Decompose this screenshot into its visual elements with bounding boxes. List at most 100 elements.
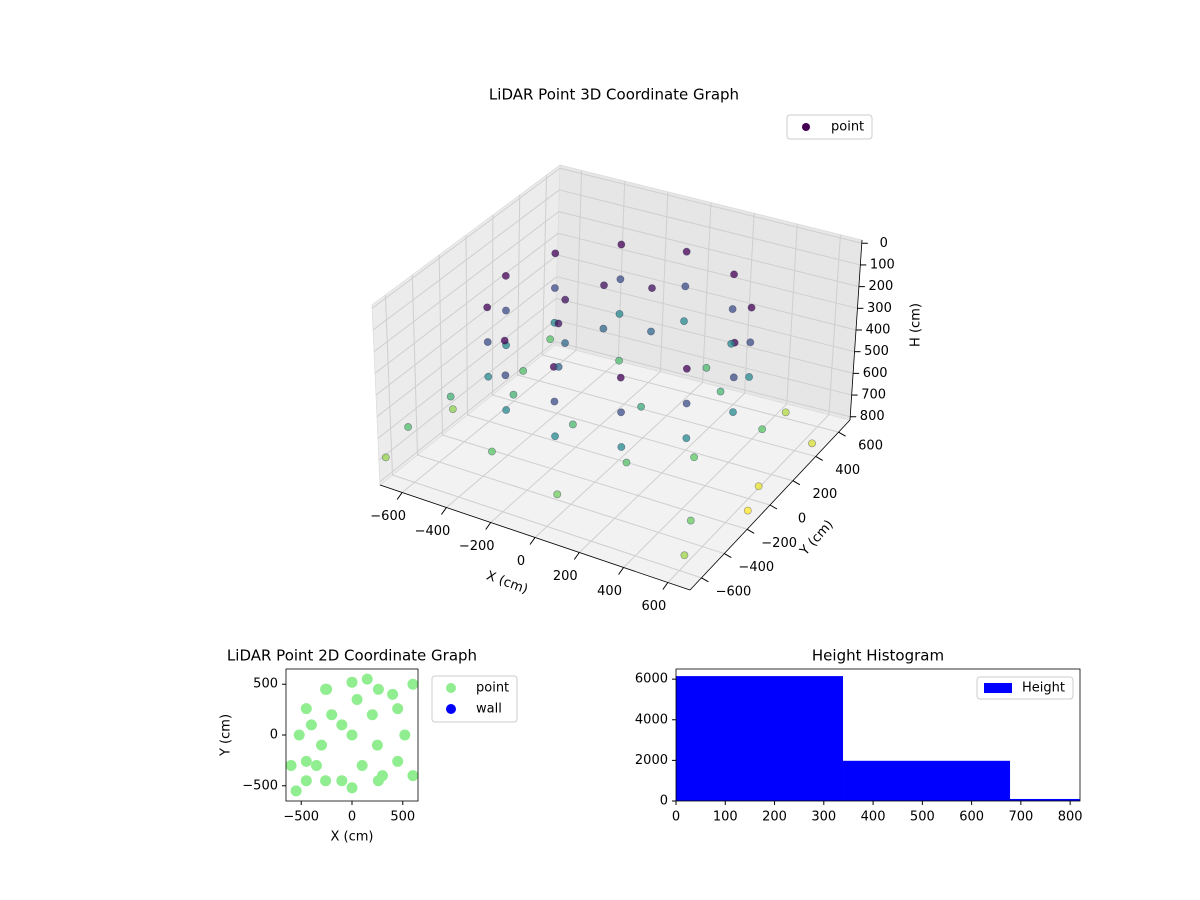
legend-label: point [831,120,864,135]
x-tick-label: 300 [811,810,836,825]
point [502,406,511,414]
point [728,305,737,313]
grid-line [417,454,725,555]
point [300,775,312,787]
grid-line [467,414,771,506]
point [399,729,411,741]
point [351,693,363,705]
point [501,271,510,280]
point [502,306,510,315]
tick-mark [815,455,823,461]
tick-mark [746,528,755,534]
point [561,295,570,304]
x-tick-label: 400 [597,584,622,599]
point [484,372,493,381]
point [387,688,399,700]
point [519,367,528,375]
point [346,782,358,794]
point [290,785,302,797]
point [729,373,738,382]
point [781,408,790,417]
x-tick-label: 200 [762,810,787,825]
point [392,703,404,715]
point [300,703,312,715]
grid-line [558,211,860,288]
grid-line [554,341,851,418]
point [561,339,569,347]
z-tick-label: 400 [866,323,891,338]
x-tick-label: 0 [672,810,680,825]
point [381,453,390,462]
grid-line [379,341,556,483]
z-axis-label: H (cm) [909,303,924,347]
point [743,506,752,515]
bar [1010,798,1080,801]
grid-line [557,232,858,309]
grid-line [374,232,559,374]
x-tick-label: 500 [390,810,415,825]
point [550,397,559,406]
grid-line [373,211,560,353]
y-tick-label: 0 [798,512,806,527]
point [546,335,555,344]
legend-label: wall [476,702,502,717]
legend-label: point [476,681,509,696]
point [483,338,492,346]
z-tick-label: 100 [870,257,895,272]
point [754,482,763,491]
grid-line [375,254,558,396]
x-tick-label: −200 [459,539,495,554]
tick-mark [441,507,447,515]
tick-mark [701,577,709,583]
point [305,719,317,731]
point [747,303,756,312]
point [690,453,699,462]
grid-line [371,167,561,309]
z-tick-label: 200 [868,279,893,294]
point [599,324,608,333]
point [376,770,388,782]
y-axis-label: Y (cm) [219,714,234,757]
point [617,443,626,451]
x-tick-label: 700 [1008,810,1033,825]
tick-mark [396,492,403,500]
point [372,683,384,695]
grid-line [559,189,861,266]
point [682,247,691,256]
grid-line [492,394,793,482]
x-tick-label: −600 [370,509,406,524]
bar [676,676,844,801]
point [286,759,297,771]
bar [843,760,1011,801]
z-tick-label: 800 [860,409,885,424]
axes-frame [675,668,1081,802]
point [681,282,690,291]
point [501,371,510,380]
plot-area [676,676,1080,801]
point [616,275,625,284]
x-axis-line [379,484,691,591]
y-axis-line [689,419,851,591]
z-axis-line [849,239,863,421]
point [647,327,655,336]
chart-title: LiDAR Point 2D Coordinate Graph [227,647,477,665]
chart-3d: −600−400−2000200400600−600−400−200020040… [370,114,924,614]
point [371,739,383,751]
x-tick-label: 100 [713,810,738,825]
y-tick-label: −200 [761,536,797,551]
legend-marker [802,123,810,131]
point [336,719,348,731]
point [553,490,562,499]
tick-mark [724,553,732,559]
point [637,402,645,411]
point [346,729,358,741]
point [448,405,457,413]
point [316,739,328,751]
point [554,319,563,328]
point [716,387,725,396]
point [616,373,625,382]
point [622,458,631,467]
tick-mark [573,552,580,560]
y-tick-label: 200 [812,487,837,502]
y-tick-label: −400 [738,560,774,575]
